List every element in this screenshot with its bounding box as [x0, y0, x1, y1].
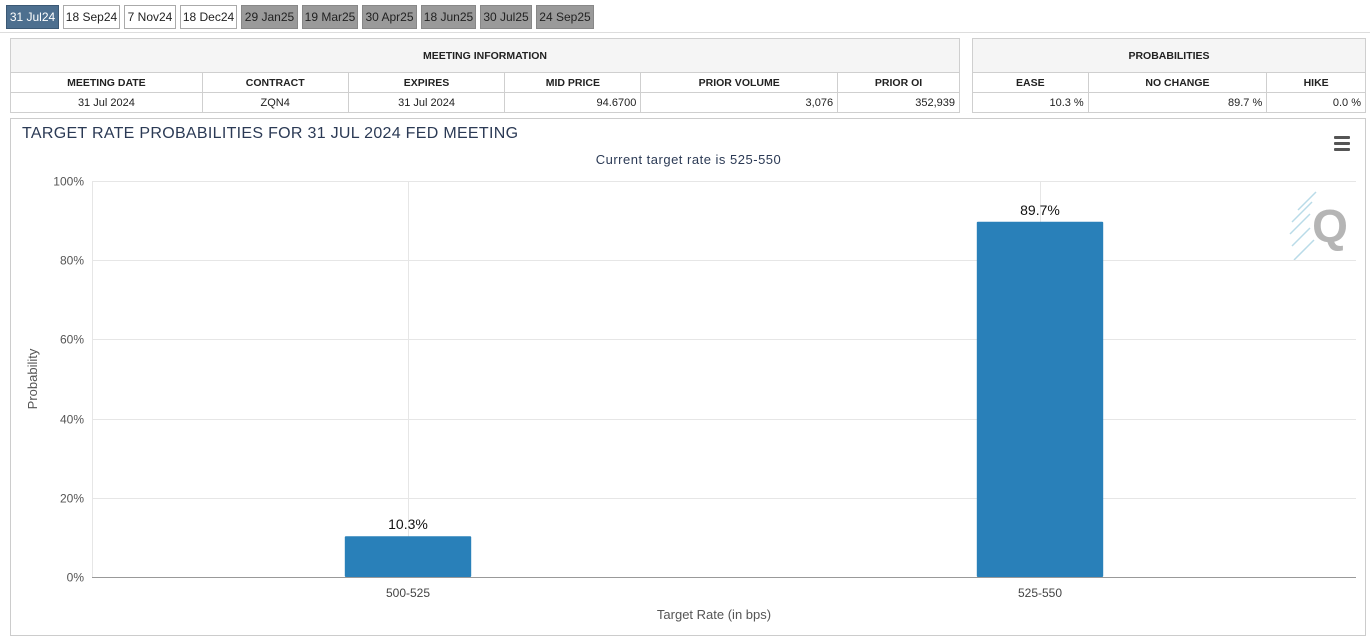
y-tick-label: 0%	[67, 571, 85, 585]
tab-30-jul25[interactable]: 30 Jul25	[480, 5, 532, 29]
quikstrike-logo-icon: Q	[1289, 191, 1348, 261]
ease-value: 10.3 %	[972, 92, 1089, 113]
y-tick-label: 80%	[60, 254, 84, 268]
svg-text:Q: Q	[1312, 200, 1348, 252]
data-label: 89.7%	[1020, 202, 1060, 218]
header-ease: EASE	[972, 72, 1089, 93]
menu-icon[interactable]	[1332, 136, 1352, 152]
y-tick-label: 60%	[60, 333, 84, 347]
y-tick-label: 40%	[60, 413, 84, 427]
x-axis-title: Target Rate (in bps)	[657, 607, 771, 622]
tab-7-nov24[interactable]: 7 Nov24	[124, 5, 176, 29]
bar-500-525	[344, 536, 472, 577]
no-change-value: 89.7 %	[1087, 92, 1268, 113]
meeting-date-value: 31 Jul 2024	[10, 92, 203, 113]
tab-30-apr25[interactable]: 30 Apr25	[362, 5, 417, 29]
probabilities-table: PROBABILITIES EASE NO CHANGE HIKE 10.3 %…	[972, 38, 1366, 113]
x-tick-label: 525-550	[1018, 586, 1062, 600]
header-no-change: NO CHANGE	[1087, 72, 1268, 93]
x-tick-label: 500-525	[386, 586, 430, 600]
tab-29-jan25[interactable]: 29 Jan25	[241, 5, 298, 29]
probabilities-title: PROBABILITIES	[972, 38, 1366, 73]
table-row: 10.3 % 89.7 % 0.0 %	[972, 92, 1366, 113]
bar-525-550	[976, 221, 1104, 577]
tab-19-mar25[interactable]: 19 Mar25	[302, 5, 358, 29]
hike-value: 0.0 %	[1266, 92, 1366, 113]
y-tick-label: 20%	[60, 492, 84, 506]
tab-18-jun25[interactable]: 18 Jun25	[421, 5, 476, 29]
contract-value: ZQN4	[201, 92, 349, 113]
mid-price-value: 94.6700	[504, 92, 642, 113]
y-axis-title: Probability	[25, 348, 40, 409]
chart-title: TARGET RATE PROBABILITIES FOR 31 JUL 202…	[22, 125, 519, 142]
data-label: 10.3%	[388, 516, 428, 532]
meeting-information-table: MEETING INFORMATION MEETING DATE CONTRAC…	[10, 38, 960, 113]
tab-18-sep24[interactable]: 18 Sep24	[63, 5, 120, 29]
tab-31-jul24[interactable]: 31 Jul24	[6, 5, 59, 29]
chart-subtitle: Current target rate is 525-550	[595, 152, 782, 167]
y-tick-label: 100%	[53, 175, 84, 189]
header-mid-price: MID PRICE	[504, 72, 642, 93]
tab-18-dec24[interactable]: 18 Dec24	[180, 5, 237, 29]
prior-oi-value: 352,939	[837, 92, 960, 113]
meeting-information-title: MEETING INFORMATION	[10, 38, 960, 73]
chart-panel	[10, 118, 1366, 636]
header-hike: HIKE	[1266, 72, 1366, 93]
meeting-tab-bar: 31 Jul24 18 Sep24 7 Nov24 18 Dec24 29 Jan25 1…	[0, 0, 1370, 33]
tab-24-sep25[interactable]: 24 Sep25	[536, 5, 594, 29]
expires-value: 31 Jul 2024	[347, 92, 506, 113]
table-row: 31 Jul 2024 ZQN4 31 Jul 2024 94.6700 3,0…	[10, 92, 960, 113]
